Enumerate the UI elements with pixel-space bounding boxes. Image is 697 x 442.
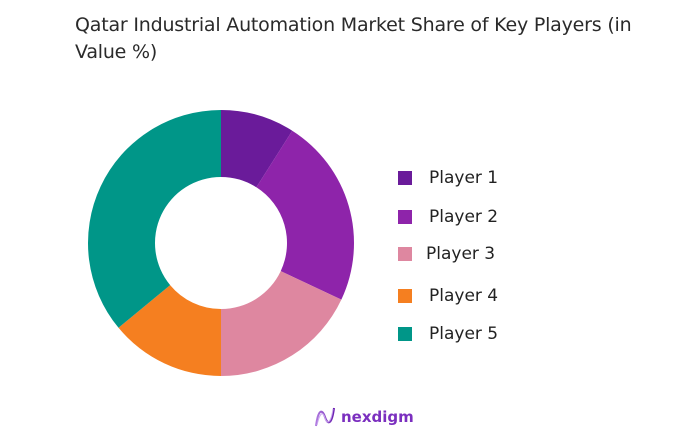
legend-label: Player 4 [429,286,499,306]
legend-label: Player 1 [429,168,499,188]
legend-swatch [398,171,412,185]
legend-item-player-1: Player 1 [398,168,498,188]
legend-label: Player 2 [429,207,499,227]
legend-label: Player 5 [429,324,499,344]
nexdigm-logo-icon [315,407,335,427]
legend-item-player-2: Player 2 [398,207,498,227]
chart-title: Qatar Industrial Automation Market Share… [75,14,632,63]
legend-swatch [398,210,412,224]
logo-text: nexdigm [341,408,414,426]
slice-player-4 [118,285,221,376]
legend-swatch [398,327,412,341]
slice-player-1 [221,110,293,188]
legend-item-player-4: Player 4 [398,286,498,306]
legend-swatch [398,247,412,261]
donut-slices [87,110,354,376]
slice-player-2 [256,130,354,300]
nexdigm-logo: nexdigm [314,406,414,428]
legend-item-player-5: Player 5 [398,324,498,344]
legend-label: Player 3 [426,244,496,264]
slice-player-3 [221,271,342,376]
legend-item-player-3: Player 3 [398,244,495,264]
legend-swatch [398,289,412,303]
slice-player-5 [87,110,222,328]
